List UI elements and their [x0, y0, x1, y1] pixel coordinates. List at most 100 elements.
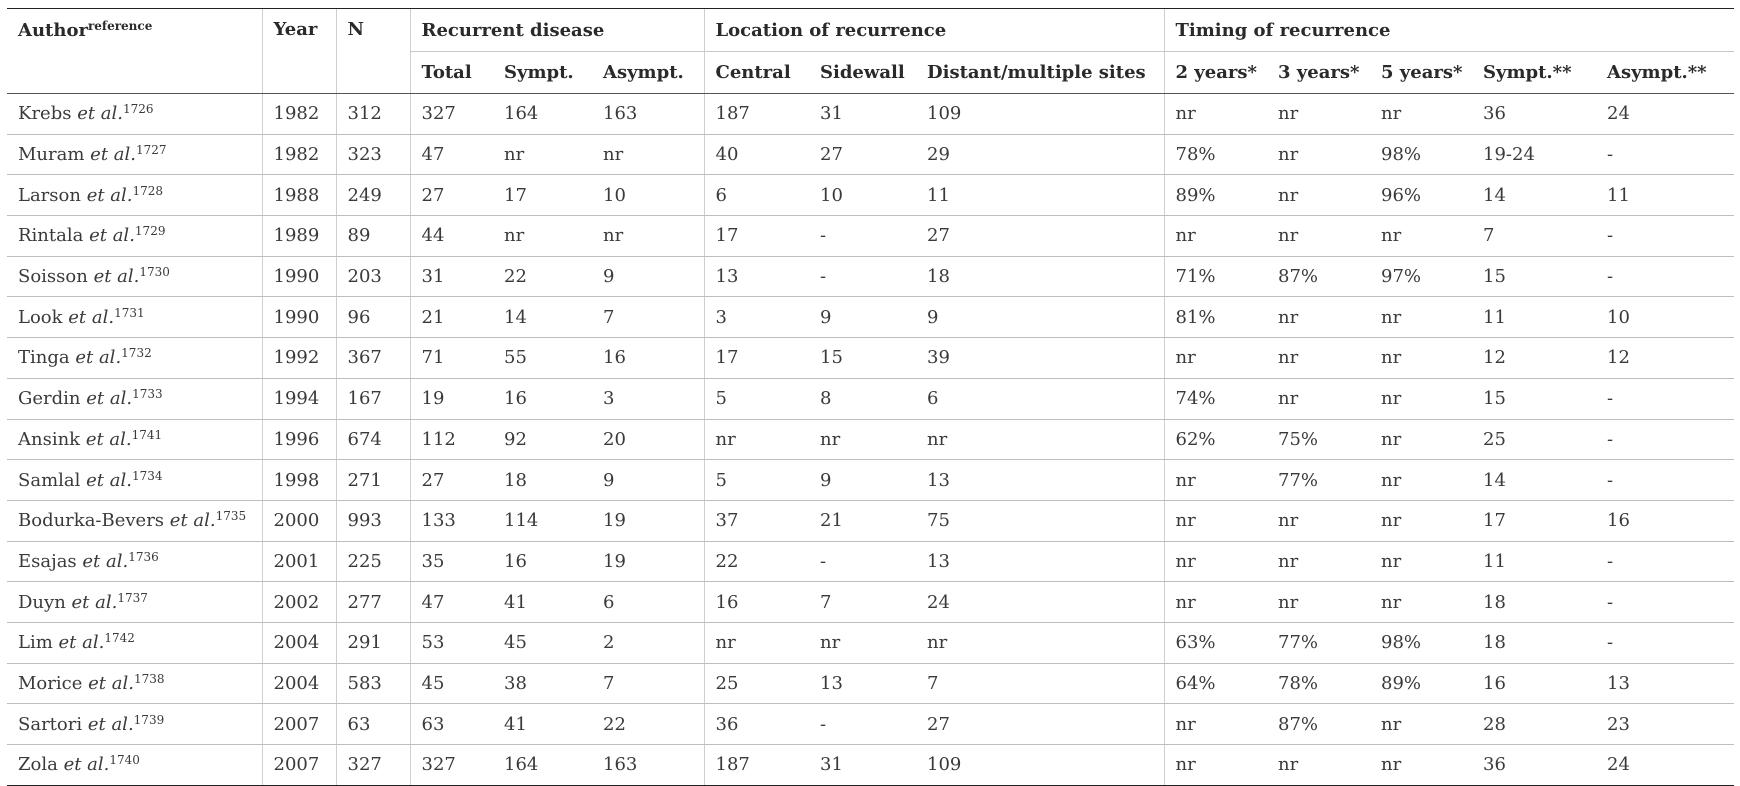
cell-n: 583 — [335, 663, 410, 705]
cell-asympt: 7 — [592, 663, 704, 705]
header-asympt-timing: Asympt.** — [1596, 51, 1734, 94]
author-reference: 1741 — [131, 427, 163, 442]
cell-central: 17 — [703, 215, 809, 257]
cell-sympt-timing: 25 — [1472, 419, 1596, 461]
cell-sympt: 55 — [493, 337, 592, 379]
cell-sympt: 18 — [493, 459, 592, 501]
cell-sympt: 22 — [493, 256, 592, 298]
cell-distant: 7 — [916, 663, 1164, 705]
cell-sympt: 38 — [493, 663, 592, 705]
cell-author: Ansink et al.1741 — [7, 419, 262, 461]
cell-sympt-timing: 14 — [1472, 459, 1596, 501]
cell-distant: nr — [916, 419, 1164, 461]
cell-central: 187 — [703, 744, 809, 786]
cell-central: 16 — [703, 581, 809, 623]
cell-asympt: 2 — [592, 622, 704, 664]
cell-sidewall: nr — [809, 419, 916, 461]
cell-total: 31 — [409, 256, 493, 298]
author-reference: 1728 — [132, 183, 164, 198]
cell-n: 291 — [335, 622, 410, 664]
header-sympt: Sympt. — [493, 51, 592, 94]
cell-3-years: nr — [1267, 215, 1370, 257]
cell-total: 35 — [409, 541, 493, 583]
cell-5-years: 97% — [1370, 256, 1472, 298]
cell-2-years: nr — [1163, 500, 1267, 542]
cell-sidewall: nr — [809, 622, 916, 664]
cell-total: 44 — [409, 215, 493, 257]
table-row: Look et al.1731 1990 96 21 14 7 3 9 9 81% nr nr 11 10 — [7, 296, 1734, 339]
cell-asympt: 9 — [592, 256, 704, 298]
cell-asympt-timing: - — [1596, 378, 1734, 420]
cell-total: 47 — [409, 134, 493, 176]
cell-sympt: nr — [493, 215, 592, 257]
cell-sympt-timing: 15 — [1472, 378, 1596, 420]
author-name: Look — [18, 306, 63, 328]
header-row-groups: Authorreference Year N Recurrent disease… — [7, 8, 1734, 94]
table-row: Samlal et al.1734 1998 271 27 18 9 5 9 13 nr 77% nr… — [7, 459, 1734, 501]
cell-5-years: 98% — [1370, 134, 1472, 176]
cell-asympt: nr — [592, 215, 704, 257]
cell-3-years: nr — [1267, 744, 1370, 786]
cell-2-years: 78% — [1163, 134, 1267, 176]
table-row: Zola et al.1740 2007 327 327 164 163 187 31 109 n… — [7, 744, 1734, 786]
table-row: Muram et al.1727 1982 323 47 nr nr 40 27 29 78% nr… — [7, 134, 1734, 176]
cell-author: Tinga et al.1732 — [7, 337, 262, 379]
cell-asympt-timing: - — [1596, 419, 1734, 461]
cell-5-years: nr — [1370, 337, 1472, 379]
cell-sympt: 41 — [493, 703, 592, 745]
header-group-location: Location of recurrence — [703, 8, 1164, 52]
cell-author: Duyn et al.1737 — [7, 581, 262, 623]
cell-year: 1990 — [261, 256, 336, 298]
cell-year: 1996 — [261, 419, 336, 461]
cell-central: 3 — [703, 296, 809, 339]
cell-5-years: nr — [1370, 744, 1472, 786]
cell-year: 1998 — [261, 459, 336, 501]
cell-sympt-timing: 17 — [1472, 500, 1596, 542]
author-reference: 1726 — [123, 102, 154, 117]
cell-distant: 13 — [916, 459, 1164, 501]
table-row: Lim et al.1742 2004 291 53 45 2 nr nr nr 63% 77% 98… — [7, 622, 1734, 664]
cell-sidewall: 27 — [809, 134, 916, 176]
cell-5-years: nr — [1370, 541, 1472, 583]
cell-sympt: 114 — [493, 500, 592, 542]
cell-asympt: 163 — [592, 93, 704, 135]
cell-2-years: nr — [1163, 93, 1267, 135]
author-etal: et al. — [71, 591, 118, 613]
cell-5-years: nr — [1370, 419, 1472, 461]
cell-sympt: 16 — [493, 541, 592, 583]
cell-central: nr — [703, 622, 809, 664]
cell-3-years: 77% — [1267, 622, 1370, 664]
cell-2-years: 74% — [1163, 378, 1267, 420]
cell-total: 71 — [409, 337, 493, 379]
cell-n: 249 — [335, 174, 410, 217]
cell-asympt: 19 — [592, 500, 704, 542]
cell-total: 45 — [409, 663, 493, 705]
cell-total: 27 — [409, 459, 493, 501]
author-etal: et al. — [68, 306, 115, 328]
cell-2-years: nr — [1163, 337, 1267, 379]
cell-asympt-timing: - — [1596, 622, 1734, 664]
cell-n: 327 — [335, 744, 410, 786]
author-name: Lim — [18, 632, 53, 654]
cell-n: 674 — [335, 419, 410, 461]
cell-5-years: nr — [1370, 215, 1472, 257]
cell-sympt: nr — [493, 134, 592, 176]
cell-asympt-timing: - — [1596, 459, 1734, 501]
cell-n: 277 — [335, 581, 410, 623]
cell-2-years: nr — [1163, 744, 1267, 786]
cell-3-years: nr — [1267, 541, 1370, 583]
author-reference: 1732 — [121, 346, 152, 361]
author-reference: 1742 — [104, 631, 135, 646]
cell-asympt: 9 — [592, 459, 704, 501]
cell-author: Lim et al.1742 — [7, 622, 262, 664]
cell-distant: 27 — [916, 703, 1164, 745]
cell-n: 271 — [335, 459, 410, 501]
cell-sidewall: - — [809, 256, 916, 298]
cell-sympt-timing: 7 — [1472, 215, 1596, 257]
cell-central: 36 — [703, 703, 809, 745]
cell-central: 17 — [703, 337, 809, 379]
cell-n: 225 — [335, 541, 410, 583]
cell-central: 5 — [703, 459, 809, 501]
cell-sympt-timing: 36 — [1472, 744, 1596, 786]
author-reference: 1734 — [131, 468, 163, 483]
